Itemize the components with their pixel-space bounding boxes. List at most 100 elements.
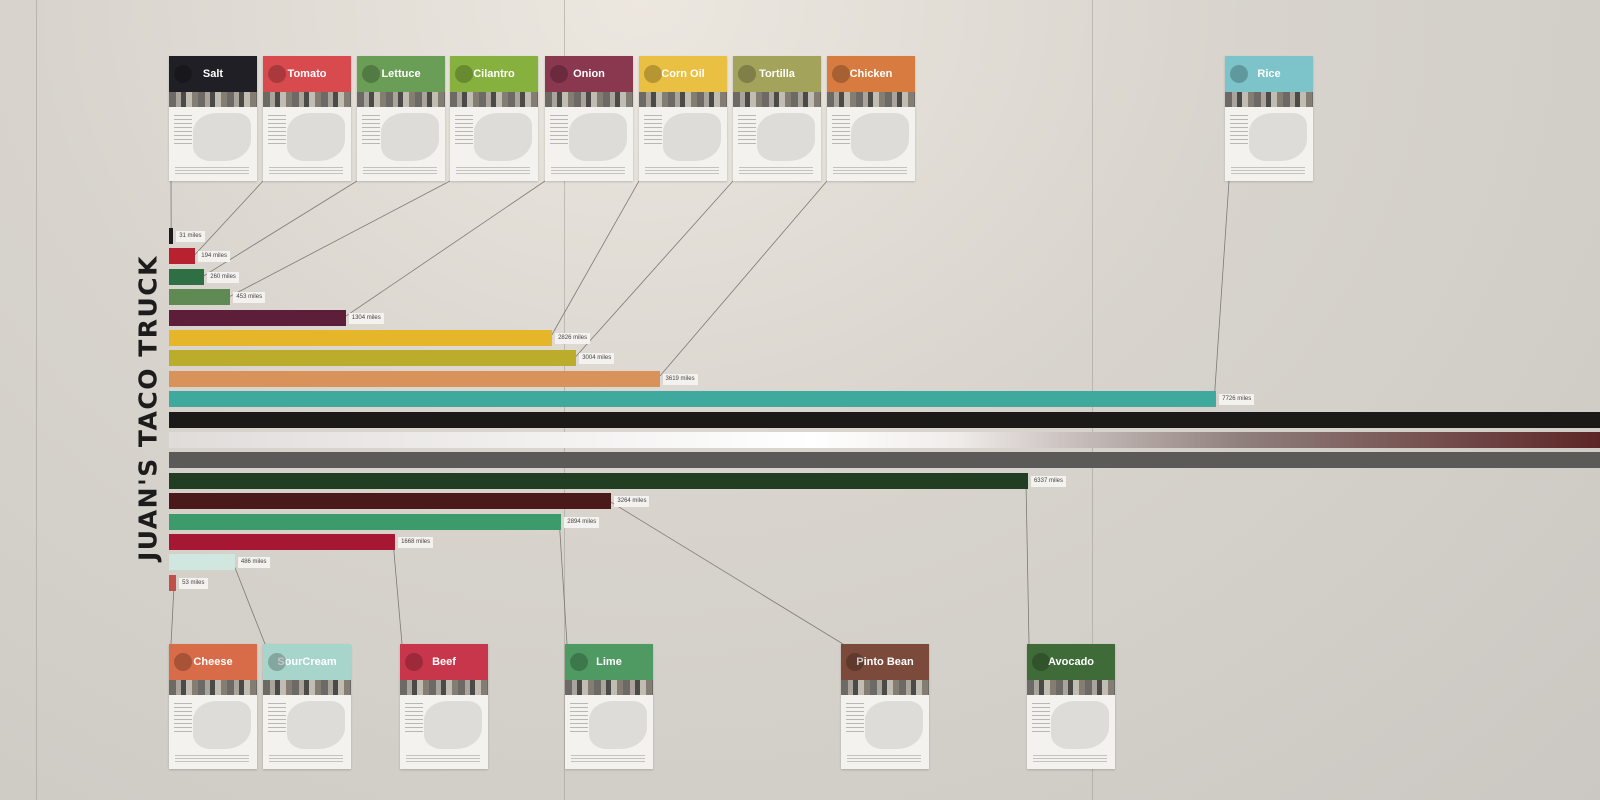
leader-line [228,180,451,298]
distance-bar [169,452,1600,469]
card-footnote [406,755,480,763]
distance-bar [169,350,577,367]
ingredient-card-header: Cheese [169,644,257,680]
card-body [450,107,538,181]
leader-line [343,180,546,318]
card-text-block [174,703,192,733]
leader-line [657,180,828,380]
ingredient-card: Onion [545,56,633,181]
photo-strip [565,680,653,695]
distance-label: 260 miles [207,271,239,283]
origin-map [287,701,345,749]
origin-map [663,113,721,161]
leader-line [1213,180,1230,400]
distance-label: 2826 miles [555,333,591,344]
distance-bar [169,493,612,510]
ingredient-card: Lime [565,644,653,769]
ingredient-card-header: Tomato [263,56,351,92]
leader-line [392,541,403,645]
card-footnote [175,167,249,175]
distance-bar [169,228,174,244]
distance-bar [169,330,553,346]
distance-bar [169,370,660,387]
origin-map [851,113,909,161]
ingredient-illustration-icon [268,65,286,83]
photo-strip [733,92,821,107]
ingredient-name: Beef [432,656,456,668]
ingredient-illustration-icon [1230,65,1248,83]
ingredient-name: Tomato [287,68,327,80]
photo-strip [400,680,488,695]
distance-bar [169,513,562,530]
photo-strip [169,680,257,695]
photo-strip [169,92,257,107]
distance-label: 486 miles [237,557,270,569]
distance-label: 31 miles [176,231,205,242]
ingredient-card: Pinto Bean [841,644,929,769]
ingredient-name: Salt [202,68,224,80]
distance-label: 1668 miles [398,537,434,548]
ingredient-card-header: Beef [400,644,488,680]
card-body [357,107,445,181]
ingredient-card-header: Rice [1225,56,1313,92]
ingredient-card-header: Chicken [827,56,915,92]
photo-strip [545,92,633,107]
card-text-block [268,115,286,145]
card-footnote [645,167,719,175]
card-footnote [833,167,907,175]
card-footnote [847,755,921,763]
ingredient-card-header: SourCream [263,644,351,680]
origin-map [193,113,251,161]
leader-line [573,180,734,359]
leader-line [1025,480,1030,645]
card-text-block [362,115,380,145]
photo-strip [827,92,915,107]
ingredient-name: Lettuce [381,68,421,80]
ingredient-card-header: Lettuce [357,56,445,92]
distance-label: 1304 miles [348,312,384,324]
ingredient-card: Lettuce [357,56,445,181]
ingredient-card-header: Salt [169,56,257,92]
card-text-block [738,115,756,145]
card-text-block [268,703,286,733]
ingredient-illustration-icon [455,65,473,83]
ingredient-illustration-icon [174,65,192,83]
leader-line [558,521,568,645]
card-text-block [644,115,662,145]
ingredient-name: Onion [573,68,605,80]
origin-map [424,701,482,749]
ingredient-card-header: Cilantro [450,56,538,92]
card-footnote [551,167,625,175]
card-footnote [571,755,645,763]
card-footnote [175,755,249,763]
photo-strip [450,92,538,107]
card-text-block [846,703,864,733]
card-footnote [456,167,530,175]
card-body [545,107,633,181]
wall-seam [36,0,37,800]
ingredient-card: Tomato [263,56,351,181]
ingredient-card: Rice [1225,56,1313,181]
card-footnote [739,167,813,175]
ingredient-card-header: Corn Oil [639,56,727,92]
ingredient-card: Avocado [1027,644,1115,769]
distance-bar [169,248,196,265]
distance-label: 6337 miles [1030,475,1066,487]
card-body [400,695,488,769]
ingredient-card: Tortilla [733,56,821,181]
distance-bar [169,472,1028,489]
distance-bar [169,534,396,550]
ingredient-illustration-icon [405,653,423,671]
ingredient-illustration-icon [1032,653,1050,671]
leader-line [202,180,358,278]
card-footnote [269,755,343,763]
ingredient-illustration-icon [570,653,588,671]
distance-bar [169,554,235,571]
leader-line [193,180,264,257]
ingredient-illustration-icon [174,653,192,671]
ingredient-illustration-icon [268,653,286,671]
card-body [827,107,915,181]
card-body [639,107,727,181]
